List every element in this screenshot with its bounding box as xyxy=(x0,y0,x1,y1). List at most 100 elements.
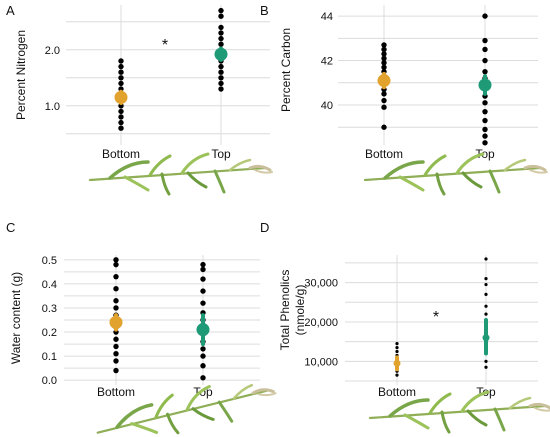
data-point xyxy=(482,140,488,146)
y-ticks: 0.0 0.1 0.2 0.3 0.4 0.5 xyxy=(42,255,57,387)
y-tick-label: 1.0 xyxy=(45,101,60,113)
data-point xyxy=(395,349,399,354)
data-point xyxy=(484,304,488,308)
data-point xyxy=(200,300,206,306)
data-point xyxy=(218,13,224,19)
data-point xyxy=(200,363,206,369)
data-point xyxy=(381,46,387,53)
y-axis-title: Total Phenolics (nmole/g) xyxy=(278,270,307,351)
y-tick-label: 42 xyxy=(321,56,333,68)
data-point xyxy=(484,365,488,369)
data-point xyxy=(381,91,387,97)
data-point xyxy=(381,104,387,110)
y-axis-title: Percent Nitrogen xyxy=(14,30,28,120)
mean-markers xyxy=(377,71,492,96)
data-point xyxy=(200,266,206,273)
plot-area xyxy=(66,5,270,145)
panel-letter: D xyxy=(260,220,269,235)
data-point xyxy=(200,261,206,268)
data-point xyxy=(118,80,124,87)
plot-area xyxy=(338,5,538,145)
panel-letter: C xyxy=(6,220,15,235)
data-point xyxy=(113,305,119,311)
mean-marker xyxy=(214,47,228,61)
data-point xyxy=(484,359,488,363)
y-axis-title: Percent Carbon xyxy=(279,28,293,112)
data-point xyxy=(381,55,387,62)
data-point xyxy=(482,37,488,44)
data-point xyxy=(484,277,488,281)
data-point xyxy=(113,257,119,263)
y-tick-label: 0.0 xyxy=(42,375,57,387)
data-point xyxy=(118,114,124,120)
x-tick-label-top: Top xyxy=(211,147,231,161)
significance-marker: * xyxy=(433,309,439,326)
panel-a: A Percent Nitrogen 1.0 2.0 Bottom Top * xyxy=(6,3,274,196)
panel-c: C Water content (g) 0.0 0.1 0.2 0.3 0.4 … xyxy=(6,220,282,437)
data-point xyxy=(482,68,488,75)
data-point xyxy=(113,336,119,342)
y-tick-label: 44 xyxy=(321,11,333,23)
data-point xyxy=(218,30,224,36)
y-ticks: 1.0 2.0 xyxy=(45,45,60,113)
data-point xyxy=(200,375,206,381)
data-point xyxy=(218,75,224,81)
data-point xyxy=(200,276,206,282)
y-axis-title: Water content (g) xyxy=(9,272,23,364)
data-point xyxy=(218,69,224,75)
data-point xyxy=(484,282,488,287)
x-tick-label-bottom: Bottom xyxy=(102,147,140,161)
data-point xyxy=(381,124,387,130)
data-point xyxy=(118,58,124,64)
data-point xyxy=(482,46,488,53)
data-point xyxy=(381,64,387,70)
data-point xyxy=(482,57,488,64)
data-point xyxy=(482,133,488,139)
data-point xyxy=(395,345,399,350)
y-ticks: 10,000 20,000 30,000 xyxy=(304,278,338,369)
data-point xyxy=(482,108,488,115)
data-point xyxy=(482,13,488,19)
x-tick-label-bottom: Bottom xyxy=(365,147,403,161)
data-point xyxy=(218,41,224,47)
data-point xyxy=(218,24,224,31)
data-point xyxy=(218,86,224,92)
data-point xyxy=(113,343,119,350)
data-point xyxy=(200,346,206,352)
data-point xyxy=(113,358,119,364)
data-point xyxy=(381,60,387,66)
y-axis-title-line2: (nmole/g) xyxy=(293,285,307,336)
y-tick-label: 20,000 xyxy=(304,317,338,329)
data-point xyxy=(482,100,488,106)
x-tick-label-bottom: Bottom xyxy=(97,385,135,399)
mean-marker xyxy=(109,315,123,329)
data-point xyxy=(218,7,224,14)
data-point xyxy=(118,75,124,81)
plot-area xyxy=(345,255,538,385)
mean-marker xyxy=(196,323,210,337)
y-tick-label: 0.5 xyxy=(42,255,57,267)
data-point xyxy=(395,373,399,377)
x-tick-label-bottom: Bottom xyxy=(378,385,416,399)
data-point xyxy=(118,119,124,126)
data-point xyxy=(118,63,124,70)
data-point xyxy=(482,126,488,133)
y-ticks: 40 42 44 xyxy=(321,11,333,112)
grid xyxy=(345,255,538,385)
mean-marker xyxy=(377,74,391,88)
mean-marker xyxy=(393,359,401,367)
mean-marker xyxy=(114,90,128,104)
data-point xyxy=(381,97,387,104)
mean-marker xyxy=(478,78,492,92)
data-point xyxy=(200,353,206,359)
data-point xyxy=(482,117,488,124)
data-point xyxy=(118,69,124,75)
data-point xyxy=(381,42,387,48)
y-tick-label: 40 xyxy=(321,100,333,112)
data-point xyxy=(381,51,387,57)
panel-letter: A xyxy=(6,3,15,18)
data-point xyxy=(113,261,119,268)
data-point xyxy=(113,286,119,292)
panel-b: B Percent Carbon 40 42 44 Bottom Top xyxy=(260,3,549,196)
data-point xyxy=(484,257,488,261)
